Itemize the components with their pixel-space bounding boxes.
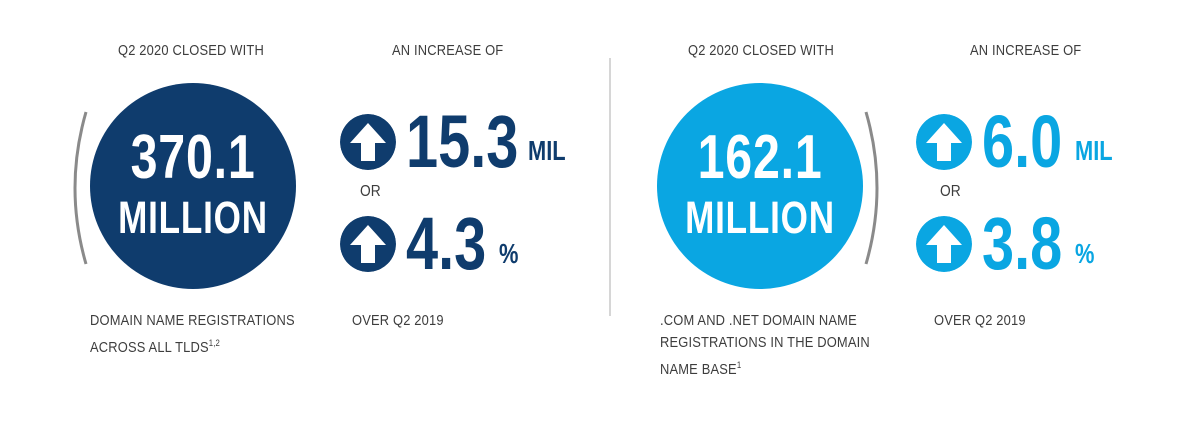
right-heading-closed: Q2 2020 CLOSED WITH [688, 42, 834, 59]
right-total-circle: 162.1 MILLION [657, 83, 863, 289]
right-stat-percent-value: 3.8 [982, 202, 1063, 285]
up-arrow-icon [340, 114, 396, 170]
up-arrow-icon [340, 216, 396, 272]
right-total-unit: MILLION [685, 192, 835, 243]
right-or-label: OR [940, 183, 961, 200]
right-stat-absolute: 6.0 MIL [916, 100, 1123, 183]
right-heading-increase: AN INCREASE OF [970, 42, 1082, 59]
right-paren-bracket [864, 111, 879, 265]
left-description-line1: DOMAIN NAME REGISTRATIONS [90, 312, 295, 329]
right-stat-absolute-unit: MIL [1074, 135, 1113, 166]
up-arrow-icon [916, 216, 972, 272]
left-or-label: OR [360, 183, 381, 200]
right-description-line3: NAME BASE1 [660, 360, 742, 378]
left-total-value: 370.1 [130, 123, 256, 192]
left-total-unit: MILLION [118, 192, 268, 243]
left-stat-absolute-value: 15.3 [406, 100, 519, 183]
left-footnote-marker: 1,2 [208, 338, 221, 348]
left-stat-percent-unit: % [498, 238, 519, 269]
left-description: DOMAIN NAME REGISTRATIONS ACROSS ALL TLD… [90, 310, 295, 359]
left-stat-absolute: 15.3 MIL [340, 100, 576, 183]
panel-divider [609, 58, 611, 316]
left-heading-closed: Q2 2020 CLOSED WITH [118, 42, 264, 59]
right-stat-percent: 3.8 % [916, 202, 1100, 285]
left-over-label: OVER Q2 2019 [352, 312, 444, 329]
left-stat-percent-value: 4.3 [406, 202, 487, 285]
right-total-value: 162.1 [697, 123, 823, 192]
left-stat-absolute-unit: MIL [528, 135, 566, 166]
left-total-circle: 370.1 MILLION [90, 83, 296, 289]
left-description-line2: ACROSS ALL TLDS1,2 [90, 338, 221, 356]
right-footnote-marker: 1 [736, 360, 742, 370]
right-description: .COM AND .NET DOMAIN NAME REGISTRATIONS … [660, 310, 870, 381]
right-description-line1: .COM AND .NET DOMAIN NAME [660, 312, 857, 329]
right-stat-absolute-value: 6.0 [982, 100, 1063, 183]
right-description-line2: REGISTRATIONS IN THE DOMAIN [660, 334, 870, 351]
left-heading-increase: AN INCREASE OF [392, 42, 504, 59]
left-paren-bracket [73, 111, 88, 265]
up-arrow-icon [916, 114, 972, 170]
right-over-label: OVER Q2 2019 [934, 312, 1026, 329]
left-stat-percent: 4.3 % [340, 202, 524, 285]
right-stat-percent-unit: % [1074, 238, 1095, 269]
